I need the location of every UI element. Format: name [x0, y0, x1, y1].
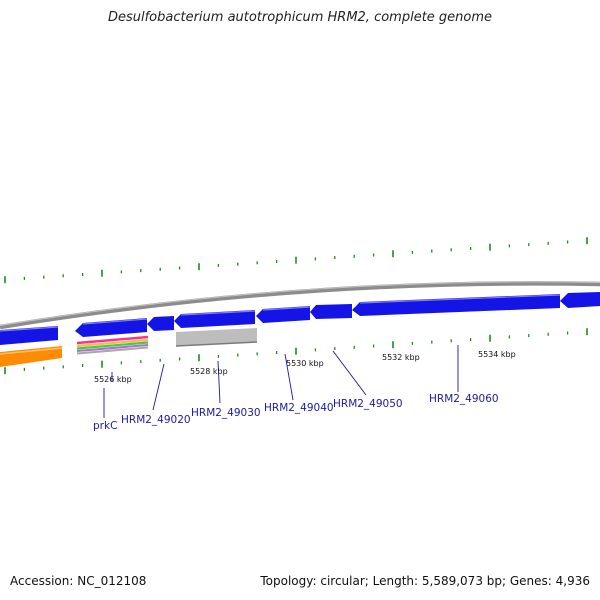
label-leaders: [103, 345, 459, 418]
gene-arrow-hrm2-49060[interactable]: [352, 294, 560, 316]
feature-track: [0, 328, 258, 367]
scale-labels: 5526 kbp 5528 kbp 5530 kbp 5532 kbp 5534…: [94, 350, 516, 384]
scale-tick-row: [4, 328, 588, 375]
multicolor-feature[interactable]: [76, 335, 149, 355]
orange-feature[interactable]: [0, 346, 62, 367]
gene-arrow[interactable]: [0, 326, 58, 345]
gene-labels: prkC HRM2_49020 HRM2_49030 HRM2_49040 HR…: [93, 393, 499, 432]
accession-text: Accession: NC_012108: [10, 574, 147, 588]
gene-arrow-hrm2-49020[interactable]: [147, 316, 174, 331]
gene-label-hrm2-49050[interactable]: HRM2_49050: [333, 398, 403, 410]
gene-label-hrm2-49060[interactable]: HRM2_49060: [429, 393, 499, 405]
map-title: Desulfobacterium autotrophicum HRM2, com…: [107, 10, 493, 25]
scale-label: 5528 kbp: [190, 367, 228, 376]
gene-label-prkc[interactable]: prkC: [93, 420, 117, 432]
scale-label: 5530 kbp: [286, 359, 324, 368]
gene-track: [0, 292, 600, 345]
genome-backbone: [0, 281, 600, 330]
gray-feature[interactable]: [176, 328, 257, 346]
scale-label: 5532 kbp: [382, 353, 420, 362]
gene-label-hrm2-49030[interactable]: HRM2_49030: [191, 407, 261, 419]
gene-arrow[interactable]: [560, 292, 600, 308]
gene-arrow-hrm2-49050[interactable]: [310, 304, 352, 319]
scale-label: 5534 kbp: [478, 350, 516, 359]
gene-label-hrm2-49020[interactable]: HRM2_49020: [121, 414, 191, 426]
gene-arrow-prkc[interactable]: [75, 318, 147, 337]
topology-summary: Topology: circular; Length: 5,589,073 bp…: [260, 574, 590, 588]
outer-tick-row: [4, 237, 588, 284]
gene-label-hrm2-49040[interactable]: HRM2_49040: [264, 402, 334, 414]
gene-arrow-hrm2-49040[interactable]: [256, 306, 310, 323]
scale-label: 5526 kbp: [94, 375, 132, 384]
